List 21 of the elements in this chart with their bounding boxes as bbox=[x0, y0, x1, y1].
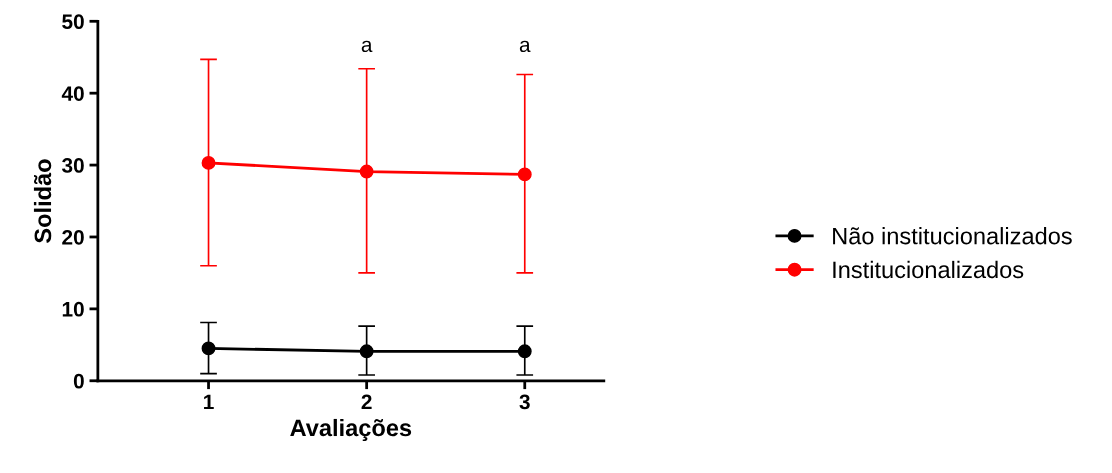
y-tick-label: 0 bbox=[73, 373, 84, 389]
legend-label: Institucionalizados bbox=[833, 260, 1024, 279]
point bbox=[359, 164, 374, 179]
y-tick-label: 30 bbox=[61, 158, 84, 173]
annotation: a bbox=[361, 40, 373, 53]
point bbox=[359, 344, 374, 359]
legend-label: Não institucionalizados bbox=[833, 227, 1072, 245]
y-axis-title: Solidão bbox=[33, 159, 52, 243]
point bbox=[201, 155, 216, 170]
point bbox=[517, 344, 532, 359]
x-tick-label: 3 bbox=[519, 394, 530, 410]
y-tick-label: 50 bbox=[62, 14, 84, 30]
y-tick-label: 10 bbox=[62, 301, 84, 317]
x-tick-label: 2 bbox=[361, 394, 372, 410]
point bbox=[201, 341, 216, 356]
annotation: a bbox=[519, 40, 531, 53]
point bbox=[517, 167, 532, 182]
y-tick-label: 20 bbox=[62, 229, 84, 245]
y-tick-label: 40 bbox=[61, 86, 84, 101]
x-tick-label: 1 bbox=[204, 394, 214, 410]
x-axis-title: Avaliações bbox=[290, 418, 412, 441]
